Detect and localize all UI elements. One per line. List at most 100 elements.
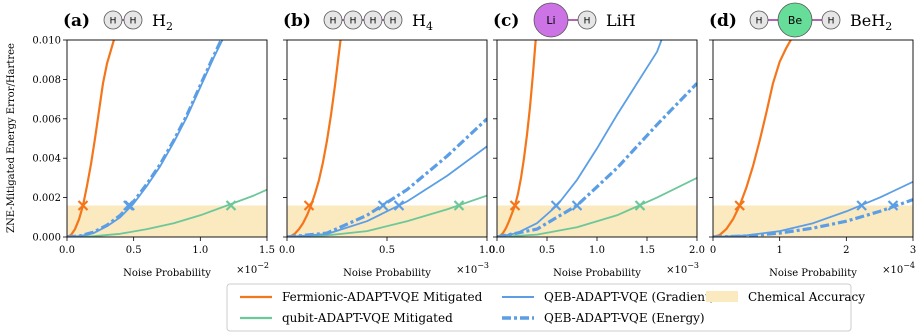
legend-label-qeb-gradient: QEB-ADAPT-VQE (Gradient) (544, 290, 714, 304)
x-axis-exponent: ×10−3 (666, 261, 699, 276)
marker-stroke (856, 200, 867, 211)
marker-qeb-gradient (550, 200, 562, 211)
atom-sphere (103, 10, 123, 30)
marker-stroke (571, 200, 583, 211)
formula-subscript: 4 (426, 20, 433, 33)
marker-qeb-energy (377, 200, 389, 211)
atom-label: H (330, 17, 337, 27)
marker-stroke (377, 200, 389, 211)
panels: 0.0 0.5 1.0 1.5 0.000 0.002 0.004 0.006 0.008 0.0… (32, 2, 916, 279)
marker-stroke (887, 200, 899, 211)
panel-letter: (c) (493, 11, 519, 31)
marker-qeb-energy (887, 200, 899, 211)
formula-main: LiH (606, 11, 636, 30)
x-tick-label: 0.5 (126, 245, 142, 256)
molecule-formula: H2 (152, 11, 173, 33)
legend-frame (226, 283, 852, 332)
panel-title: (c) Li H LiH (493, 2, 636, 38)
atom-sphere (777, 2, 813, 38)
atom-h: H (577, 10, 597, 30)
marker-qeb-gradient (393, 200, 405, 211)
formula-subscript: 2 (885, 20, 892, 33)
y-tick-label: 0.008 (32, 75, 61, 86)
exponent-power: −2 (257, 261, 269, 270)
y-tick-label: 0.010 (32, 36, 61, 47)
series-line-qeb-gradient (497, 40, 663, 237)
x-tick-label: 0.0 (59, 245, 75, 256)
atom-label: Be (788, 14, 803, 27)
marker-fermionic (303, 200, 315, 211)
x-tick-label: 1.0 (192, 245, 208, 256)
marker-stroke (303, 200, 315, 211)
x-axis-label: Noise Probability (123, 268, 211, 279)
marker-stroke (393, 200, 405, 211)
series-line-fermionic (287, 40, 342, 237)
atom-sphere (383, 10, 403, 30)
x-axis-label: Noise Probability (553, 268, 641, 279)
panel-title: (a) H H H2 (63, 10, 173, 33)
series-line-qeb-energy (67, 40, 223, 237)
series-line-fermionic (713, 40, 793, 237)
formula-main: H (152, 11, 166, 30)
atom-label: H (370, 17, 377, 27)
marker-qeb-energy (123, 200, 134, 211)
legend-swatch-chemical-accuracy (706, 291, 738, 302)
panel-title: (d) H Be H BeH2 (709, 2, 892, 38)
formula-subscript: 2 (166, 20, 173, 33)
x-tick-label: 1.0 (589, 245, 605, 256)
panel-c: 0.0 0.5 1.0 1.5 2.0 Noise Probability ×10−3 (c)… (489, 2, 705, 279)
x-tick-label: 2 (843, 245, 849, 256)
exponent-power: −4 (903, 261, 915, 270)
atom-label: H (110, 17, 117, 27)
marker-stroke (734, 200, 745, 211)
formula-main: BeH (850, 11, 885, 30)
x-tick-label: 3 (910, 245, 916, 256)
marker-stroke (225, 200, 237, 211)
atom-sphere (123, 10, 143, 30)
marker-qubit (453, 200, 465, 211)
atom-label: H (828, 17, 835, 27)
marker-stroke (509, 200, 521, 211)
legend-label-qubit: qubit-ADAPT-VQE Mitigated (282, 311, 453, 325)
marker-qeb-gradient (856, 200, 867, 211)
y-tick-label: 0.006 (32, 114, 61, 125)
plot-area (67, 40, 267, 237)
atom-sphere (323, 10, 343, 30)
atom-label: H (390, 17, 397, 27)
marker-stroke (634, 200, 646, 211)
x-tick-label: 0.5 (539, 245, 555, 256)
legend-label-fermionic: Fermionic-ADAPT-VQE Mitigated (282, 290, 483, 304)
marker-qubit (634, 200, 646, 211)
series-line-qeb-energy (497, 82, 697, 237)
legend: Fermionic-ADAPT-VQE Mitigated qubit-ADAP… (226, 283, 865, 332)
axes-frame (66, 39, 268, 238)
y-axis-label: ZNE-Mitigated Energy Error/Hartree (6, 43, 17, 233)
marker-stroke (453, 200, 465, 211)
x-tick-label: 1.5 (259, 245, 275, 256)
exponent-base: ×10 (882, 265, 903, 276)
atom-label: H (350, 17, 357, 27)
atom-label: H (584, 17, 591, 27)
series-line-qeb-gradient (713, 180, 913, 237)
exponent-base: ×10 (236, 265, 257, 276)
marker-qubit (225, 200, 237, 211)
atom-be: Be (777, 2, 813, 38)
x-tick-label: 1.5 (639, 245, 655, 256)
atom-label: Li (546, 14, 555, 27)
marker-qeb-energy (571, 200, 583, 211)
y-tick-label: 0.000 (32, 233, 61, 244)
x-tick-label: 0.5 (379, 245, 395, 256)
atom-h: H (821, 10, 841, 30)
exponent-base: ×10 (456, 265, 477, 276)
marker-stroke (77, 200, 89, 211)
y-tick-label: 0.002 (32, 193, 61, 204)
panel-letter: (b) (283, 11, 311, 31)
legend-label-chemical-accuracy: Chemical Accuracy (748, 290, 865, 304)
y-tick-label: 0.004 (32, 154, 61, 165)
series-line-qeb-energy (287, 117, 487, 237)
atom-label: H (130, 17, 137, 27)
axes-frame (712, 39, 914, 238)
molecule-formula: BeH2 (850, 11, 892, 33)
marker-stroke (550, 200, 562, 211)
